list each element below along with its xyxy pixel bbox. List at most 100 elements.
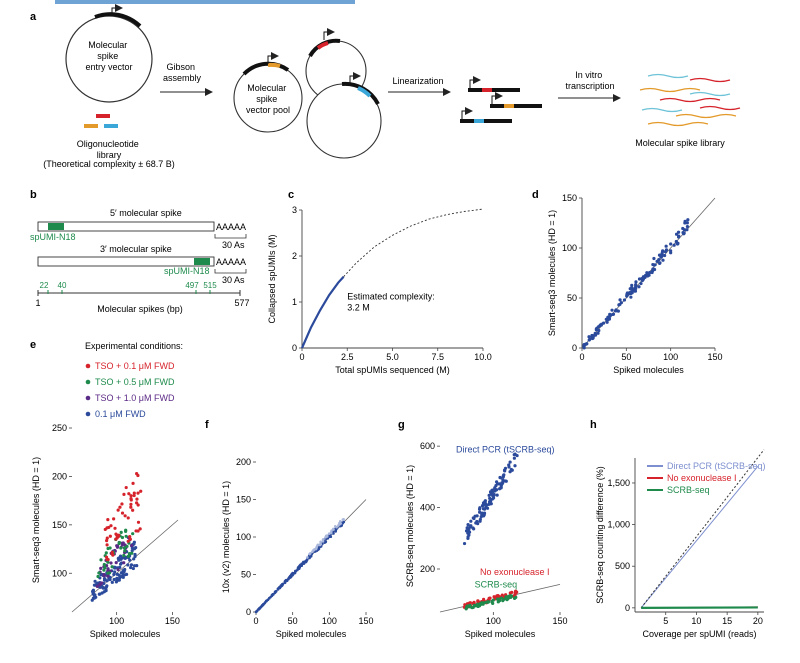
point (675, 240, 679, 245)
chart-f: 0 50 100 150 0 50 100 150 200 Spiked molecules 10x… (221, 457, 374, 639)
point-green (104, 551, 108, 555)
point-green (107, 571, 112, 575)
panel-e-legend: Experimental conditions: TSO + 0.1 μM FW… (85, 341, 183, 419)
point (625, 293, 629, 297)
y-tick-label: 50 (241, 570, 251, 580)
point (512, 456, 516, 460)
point-red (136, 491, 140, 495)
point (587, 335, 591, 339)
point-purple (102, 572, 106, 577)
point-red (120, 511, 125, 515)
point-blue (133, 552, 137, 557)
point (498, 475, 502, 480)
oligo-label: Oligonucleotide library (77, 139, 142, 160)
legend-item-4: 0.1 μM FWD (95, 409, 146, 419)
point (288, 575, 291, 579)
legend-title: Experimental conditions: (85, 341, 183, 351)
b-xlabel: Molecular spikes (bp) (97, 304, 183, 314)
point (652, 263, 656, 267)
legend-label: No exonuclease I (667, 473, 737, 483)
point-blue (117, 556, 121, 560)
y-tick-label: 0 (292, 343, 297, 353)
point (596, 325, 601, 329)
point (582, 343, 586, 347)
point-green (126, 554, 130, 558)
point (630, 283, 634, 287)
point-red (115, 536, 119, 540)
x-tick-label: 7.5 (431, 352, 444, 362)
point-green (103, 566, 107, 570)
point-blue (123, 573, 127, 577)
x-tick-label: 15 (722, 616, 732, 626)
point-blue (135, 564, 139, 568)
point-light (318, 543, 322, 547)
pool-promoter-3 (349, 72, 361, 84)
point (507, 463, 511, 467)
in-vitro-label: In vitro transcription (565, 70, 614, 91)
point (481, 507, 486, 511)
point (648, 270, 652, 275)
point (629, 295, 633, 299)
point (495, 493, 499, 497)
x-tick-label: 0 (299, 352, 304, 362)
spike5-label: 5′ molecular spike (110, 208, 182, 218)
x-tick-label: 10.0 (474, 352, 492, 362)
point (475, 514, 479, 518)
entry-vector-insert (94, 12, 142, 28)
series-observed (300, 275, 345, 349)
point (650, 270, 654, 275)
point-green (120, 535, 125, 540)
point-red (120, 502, 124, 506)
point-red (492, 595, 496, 599)
spike3-bracket (214, 269, 247, 274)
point-light (342, 518, 345, 521)
point-green (127, 551, 132, 556)
point-blue (117, 573, 121, 577)
chart-g: 100 150 200 400 600 Spiked molecules SCRB-seq … (405, 441, 568, 639)
point (588, 337, 592, 342)
gibson-label: Gibson assembly (163, 62, 202, 83)
panel-letter-c: c (288, 189, 294, 201)
point (276, 588, 280, 591)
x-tick-label: 100 (109, 616, 124, 626)
y-tick-label: 100 (52, 568, 67, 578)
point (661, 249, 665, 253)
point-light (316, 544, 319, 547)
point (332, 532, 335, 535)
point-green (480, 601, 484, 605)
point (265, 599, 268, 603)
point-blue (117, 558, 121, 562)
point (469, 519, 473, 523)
point (464, 529, 469, 533)
point (643, 273, 648, 278)
x-tick-label: 100 (322, 616, 337, 626)
point-blue (112, 577, 116, 582)
point-blue (113, 566, 117, 570)
point-red (105, 536, 109, 540)
y-tick-label: 3 (292, 205, 297, 215)
chart-c: 0 2.5 5.0 7.5 10.0 0 1 2 3 Total spUMIs sequenced… (267, 205, 492, 375)
legend-dot-blue (85, 411, 91, 417)
legend-dot-green (85, 379, 91, 385)
legend-item-1: TSO + 0.1 μM FWD (95, 361, 175, 371)
point-light (332, 528, 335, 531)
spike3-as: 30 As (222, 275, 245, 285)
x-axis-label: Spiked molecules (276, 629, 347, 639)
panel-letter-e: e (30, 339, 36, 351)
point-purple (95, 584, 99, 588)
point-green (119, 546, 123, 550)
spike3-umi-block (194, 258, 210, 265)
point (309, 555, 313, 558)
point-green (476, 604, 480, 609)
point (480, 513, 484, 517)
legend-item-3: TSO + 1.0 μM FWD (95, 393, 175, 403)
spike5-as: 30 As (222, 240, 245, 250)
point (271, 593, 275, 596)
point-blue (100, 591, 104, 595)
point (634, 280, 638, 284)
point (466, 523, 470, 527)
oligo-bar-red (96, 114, 110, 118)
y-tick-label: 50 (567, 293, 577, 303)
point-blue (131, 566, 135, 571)
